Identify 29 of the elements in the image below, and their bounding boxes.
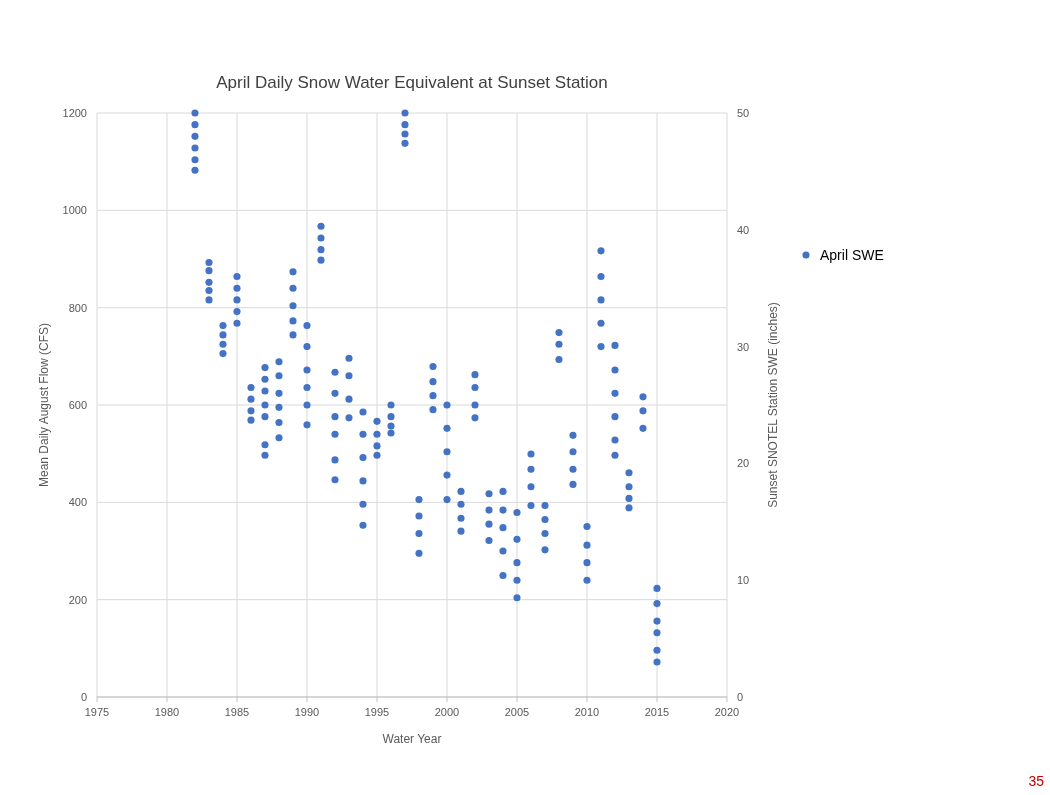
- y-tick-label: 400: [68, 496, 87, 509]
- y2-tick-label: 10: [737, 574, 750, 587]
- text: 35: [1028, 773, 1045, 789]
- x-tick-label: 2015: [644, 706, 670, 718]
- x-tick-label: 1975: [84, 706, 110, 718]
- y-tick-label: 0: [80, 691, 87, 703]
- x-tick-label: 1995: [364, 706, 390, 718]
- legend-label: April SWE: [820, 247, 884, 263]
- y-tick-label: 1200: [62, 107, 87, 119]
- x-tick-label: 1990: [294, 706, 320, 718]
- x-tick-label: 2000: [434, 706, 460, 718]
- y2-tick-label: 30: [737, 340, 750, 353]
- y-axis-title: Mean Daily August Flow (CFS): [37, 322, 51, 488]
- x-tick-label: 2010: [574, 706, 600, 718]
- x-axis-title: Water Year: [382, 732, 442, 746]
- y2-axis-title: Sunset SNOTEL Station SWE (inches): [766, 302, 780, 508]
- y2-tick-label: 40: [737, 223, 750, 236]
- x-tick-label: 1980: [154, 706, 180, 718]
- y-tick-label: 800: [68, 301, 87, 314]
- y2-tick-label: 50: [737, 107, 750, 119]
- x-tick-label: 1985: [224, 706, 250, 718]
- y-tick-label: 600: [68, 399, 87, 411]
- y-tick-label: 200: [68, 593, 87, 606]
- x-tick-label: 2005: [504, 706, 530, 718]
- y2-tick-label: 20: [737, 457, 750, 470]
- chart-title: April Daily Snow Water Equivalent at Sunset Station: [216, 73, 608, 92]
- x-tick-label: 2020: [714, 706, 740, 718]
- y-tick-label: 1000: [62, 204, 87, 217]
- y2-tick-label: 0: [737, 691, 744, 703]
